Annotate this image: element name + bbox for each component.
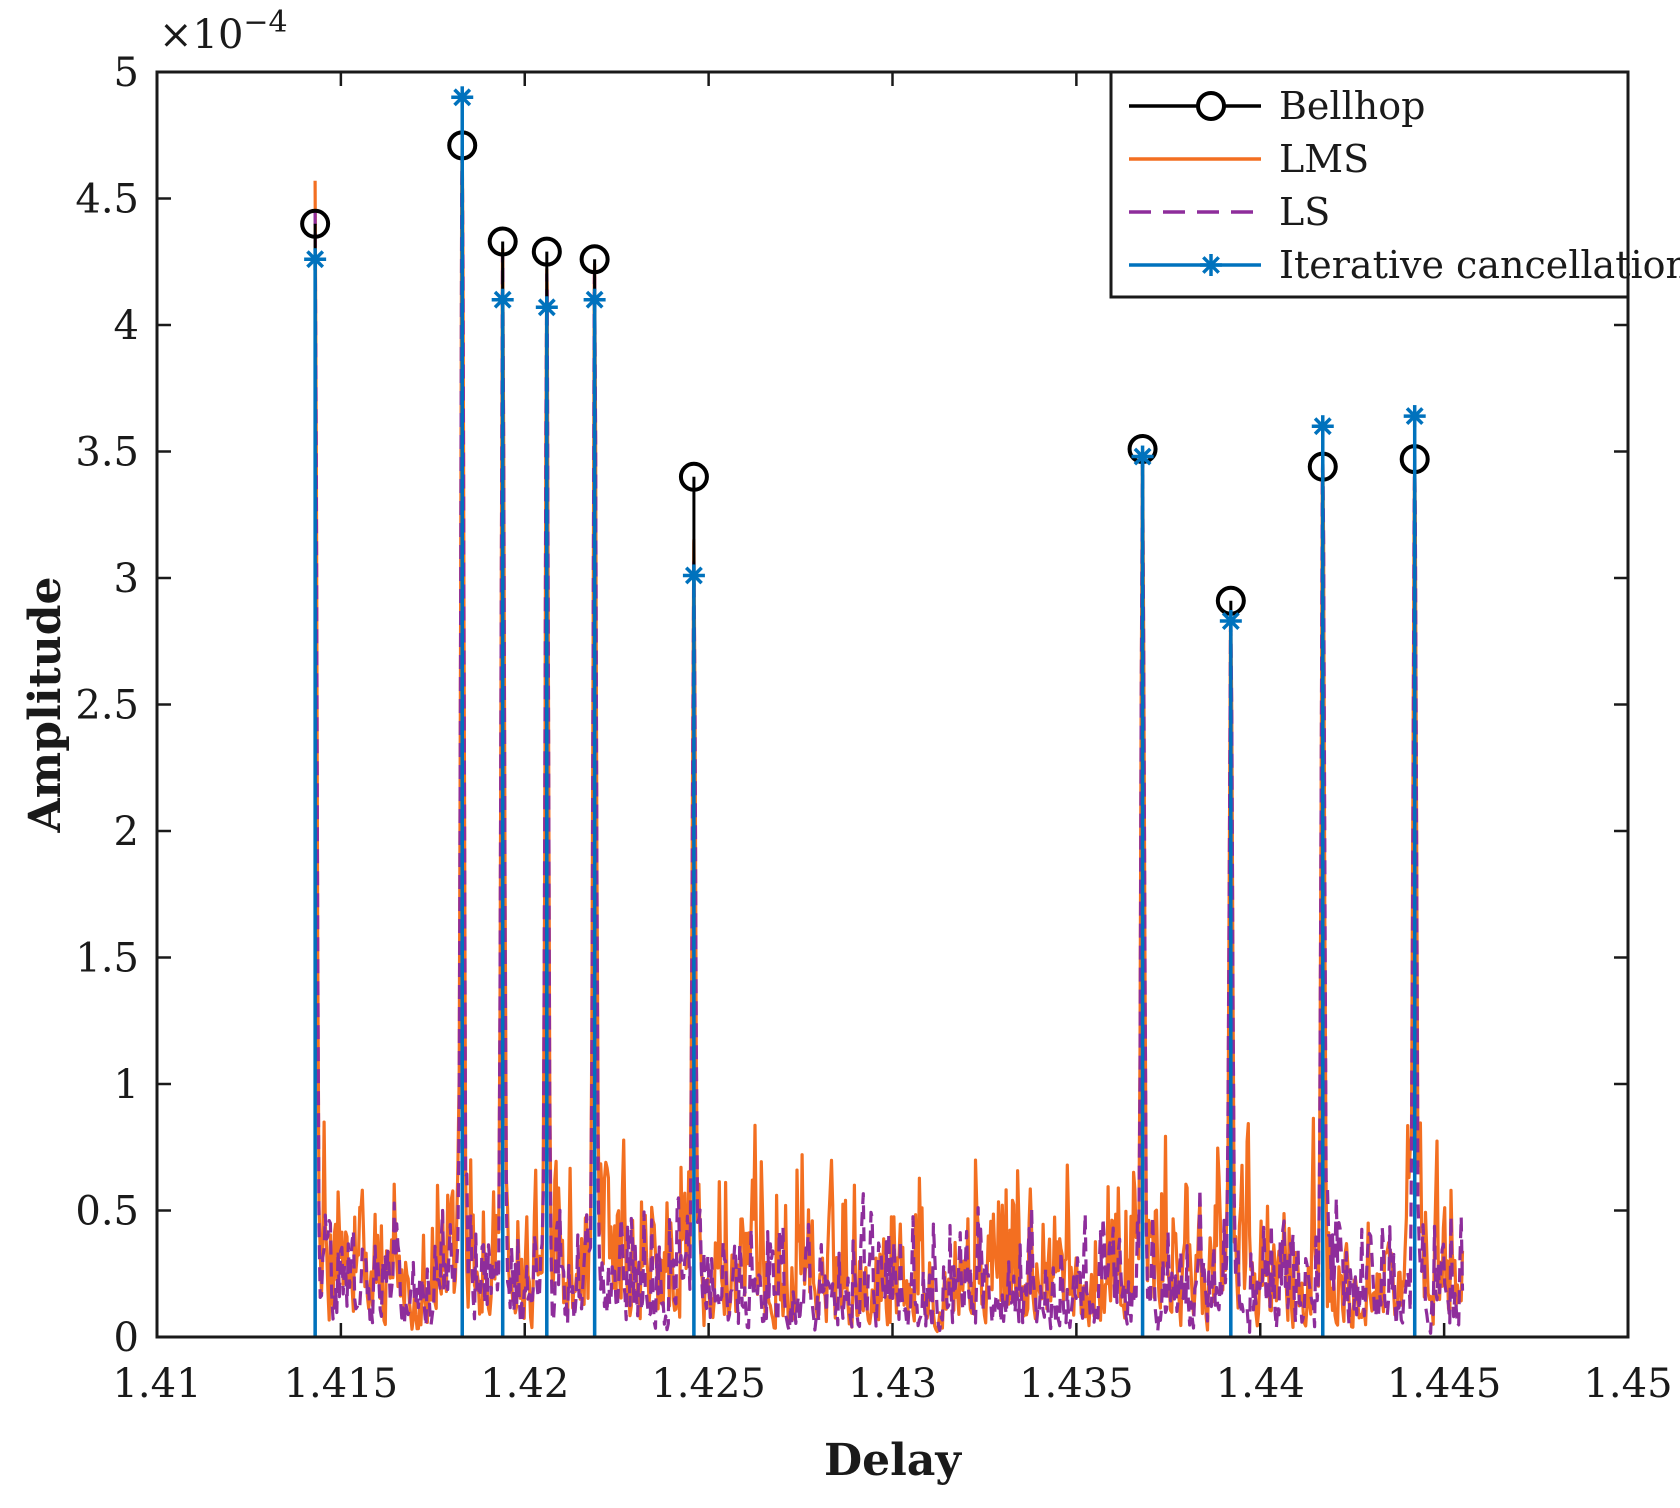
y-tick-label: 1 <box>114 1062 139 1108</box>
legend: Bellhop LMS LS Iterative cancellation <box>1109 70 1680 299</box>
iterative-marker <box>451 86 474 109</box>
y-tick-label: 3 <box>114 556 139 602</box>
legend-swatch-circle <box>1196 91 1226 121</box>
iterative-marker <box>1131 445 1154 468</box>
bellhop-marker <box>579 244 610 275</box>
iterative-marker <box>304 248 327 271</box>
star-stroke <box>1313 417 1332 436</box>
ls-line <box>313 141 1465 1335</box>
bellhop-marker <box>487 226 518 257</box>
legend-label: Iterative cancellation <box>1279 243 1680 287</box>
legend-swatch-star <box>1200 254 1222 276</box>
star-stroke <box>537 298 556 317</box>
star-stroke <box>453 88 472 107</box>
y-tick-label: 3.5 <box>75 430 139 476</box>
x-tick-label: 1.425 <box>651 1361 766 1407</box>
x-tick-label: 1.44 <box>1216 1361 1305 1407</box>
y-tick-label: 4 <box>114 303 139 349</box>
x-tick-label: 1.41 <box>112 1361 201 1407</box>
iterative-marker <box>1311 415 1334 438</box>
star-stroke <box>493 290 512 309</box>
legend-label: LS <box>1279 190 1330 234</box>
iterative-marker <box>535 296 558 319</box>
bellhop-marker <box>531 236 562 267</box>
y-tick-label: 1.5 <box>75 936 139 982</box>
y-axis-label: Amplitude <box>20 577 71 834</box>
y-exponent-label: ×10−4 <box>159 5 288 58</box>
x-axis-label: Delay <box>824 1435 962 1486</box>
legend-label: LMS <box>1279 137 1369 181</box>
legend-label: Bellhop <box>1279 84 1425 128</box>
lms-line <box>313 133 1465 1334</box>
y-tick-label: 2.5 <box>75 683 139 729</box>
star-stroke <box>1202 256 1220 274</box>
x-tick-label: 1.45 <box>1583 1361 1672 1407</box>
plot-area <box>300 86 1465 1337</box>
x-tick-label: 1.435 <box>1019 1361 1134 1407</box>
bellhop-marker <box>678 461 709 492</box>
tick-labels: 1.41 1.415 1.42 1.425 1.43 1.435 1.44 1.445 1.45… <box>75 50 1672 1407</box>
y-tick-label: 4.5 <box>75 177 139 223</box>
iterative-marker <box>1403 405 1426 428</box>
y-tick-label: 5 <box>114 50 139 96</box>
y-exponent-base: ×10 <box>159 12 243 58</box>
iterative-marker <box>1219 610 1242 633</box>
star-stroke <box>1133 447 1152 466</box>
iterative-marker <box>491 288 514 311</box>
star-stroke <box>1221 612 1240 630</box>
star-stroke <box>684 566 703 585</box>
x-tick-label: 1.42 <box>480 1361 569 1407</box>
iterative-marker <box>583 288 606 311</box>
y-tick-label: 0 <box>114 1315 139 1361</box>
x-tick-label: 1.43 <box>848 1361 937 1407</box>
star-stroke <box>306 250 325 269</box>
y-tick-label: 0.5 <box>75 1189 139 1235</box>
x-tick-label: 1.445 <box>1387 1361 1502 1407</box>
x-tick-label: 1.415 <box>284 1361 399 1407</box>
bellhop-marker <box>300 208 331 239</box>
y-tick-label: 2 <box>114 809 139 855</box>
star-stroke <box>1405 407 1424 426</box>
y-exponent-power: −4 <box>243 5 287 40</box>
star-stroke <box>585 290 604 309</box>
iterative-marker <box>682 564 705 587</box>
